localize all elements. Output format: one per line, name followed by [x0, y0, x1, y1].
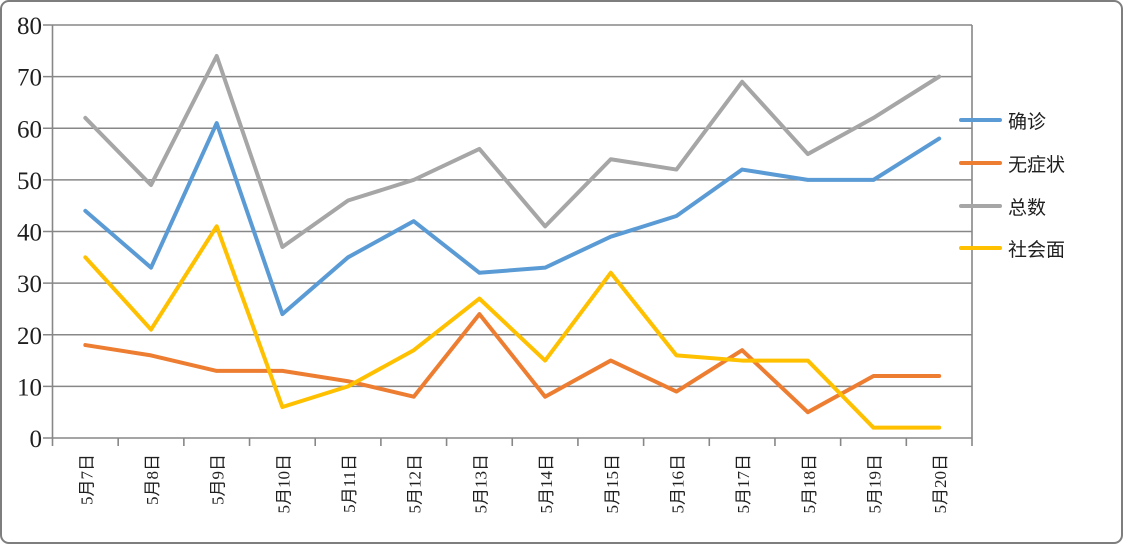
- legend-label: 确诊: [1008, 111, 1047, 133]
- series-line-0[interactable]: [83, 121, 942, 317]
- y-axis-tick-label: 40: [17, 220, 42, 247]
- legend-item[interactable]: 无症状: [959, 153, 1065, 176]
- x-axis-tick-label: 5月14日: [537, 454, 556, 514]
- x-axis-tick-label: 5月9日: [209, 454, 228, 505]
- y-axis-tick-label: 20: [17, 323, 42, 350]
- legend-label: 无症状: [1008, 154, 1066, 176]
- x-axis-tick-label: 5月7日: [77, 454, 96, 505]
- x-axis-tick-label: 5月10日: [274, 454, 293, 514]
- y-axis-tick-label: 50: [17, 168, 42, 195]
- legend-label: 总数: [1008, 197, 1047, 219]
- y-axis-tick-label: 30: [17, 271, 42, 298]
- legend-line-swatch: [959, 118, 1002, 122]
- x-axis-tick-label: 5月13日: [471, 454, 490, 514]
- legend-line-swatch: [959, 204, 1002, 208]
- x-axis-tick-label: 5月17日: [734, 454, 753, 514]
- x-axis-tick-label: 5月16日: [668, 454, 687, 514]
- series-line-3[interactable]: [83, 224, 942, 430]
- x-axis-tick-label: 5月18日: [800, 454, 819, 514]
- x-axis-tick-label: 5月11日: [340, 454, 359, 513]
- legend-item[interactable]: 社会面: [959, 238, 1065, 261]
- y-axis-tick-label: 0: [30, 426, 43, 453]
- legend-item[interactable]: 确诊: [959, 110, 1046, 133]
- legend-line-swatch: [959, 161, 1002, 165]
- legend-label: 社会面: [1008, 239, 1066, 261]
- x-axis-tick-label: 5月15日: [603, 454, 622, 514]
- y-axis-tick-label: 70: [17, 65, 42, 92]
- series-line-1[interactable]: [83, 312, 942, 415]
- y-axis-tick-label: 80: [17, 13, 42, 40]
- x-axis-tick-label: 5月19日: [865, 454, 884, 514]
- x-axis-tick-label: 5月12日: [406, 454, 425, 514]
- series-line-2[interactable]: [83, 53, 942, 249]
- y-axis-tick-label: 10: [17, 374, 42, 401]
- y-axis-tick-label: 60: [17, 116, 42, 143]
- x-axis-tick-label: 5月8日: [143, 454, 162, 505]
- x-axis-tick-label: 5月20日: [931, 454, 950, 514]
- legend-item[interactable]: 总数: [959, 196, 1046, 219]
- legend-line-swatch: [959, 246, 1002, 250]
